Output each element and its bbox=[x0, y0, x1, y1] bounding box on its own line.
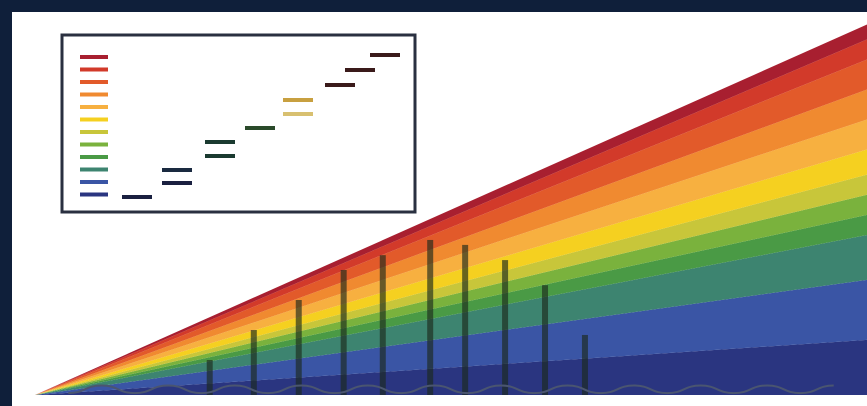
legend-steps bbox=[122, 53, 400, 199]
bar bbox=[502, 260, 509, 395]
area-band bbox=[35, 194, 867, 395]
bar bbox=[542, 285, 549, 395]
legend-box bbox=[60, 33, 417, 214]
bar bbox=[581, 334, 588, 395]
area-band bbox=[35, 339, 867, 395]
wave-line bbox=[68, 384, 834, 395]
bar bbox=[462, 244, 469, 395]
area-band bbox=[35, 24, 867, 395]
bar bbox=[295, 300, 302, 395]
area-band bbox=[35, 235, 867, 395]
bar bbox=[250, 330, 257, 395]
legend-dashes bbox=[80, 55, 108, 197]
bar bbox=[427, 239, 434, 395]
area-band bbox=[35, 174, 867, 395]
inset-legend bbox=[60, 33, 417, 214]
plot-layers bbox=[35, 24, 867, 396]
bar bbox=[379, 255, 386, 395]
bar bbox=[340, 269, 347, 395]
bar bbox=[206, 360, 213, 395]
